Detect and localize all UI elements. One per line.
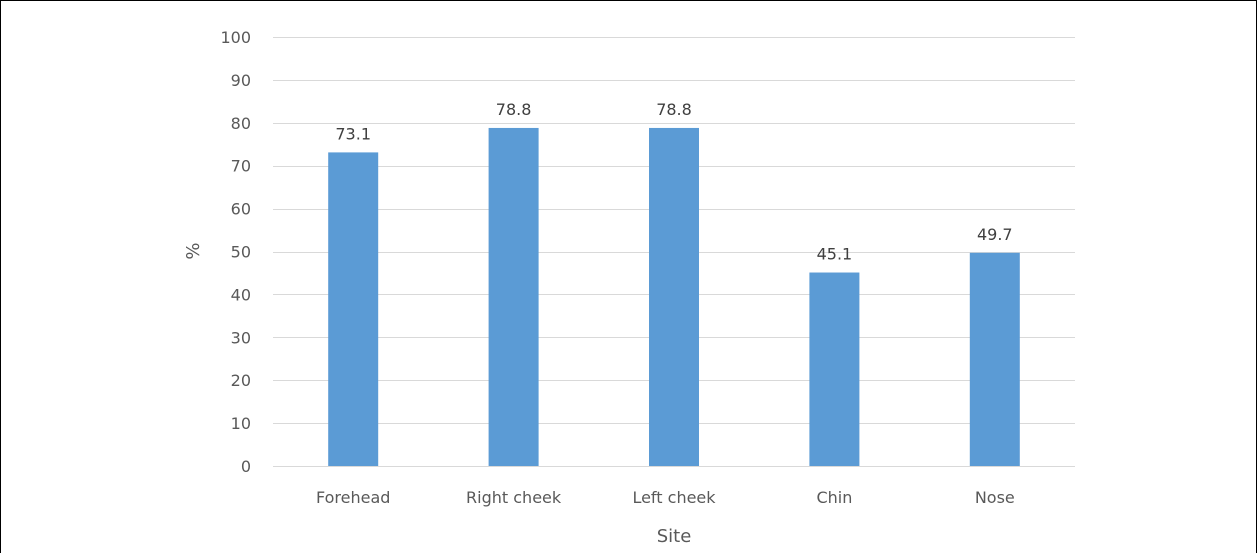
x-axis-categories: Forehead Right cheek Left cheek Chin Nose [316, 488, 1015, 507]
bar [809, 272, 860, 466]
x-category-label: Forehead [316, 488, 390, 507]
bar [649, 127, 699, 466]
bars [328, 127, 1020, 466]
y-tick-label: 80 [231, 114, 251, 133]
y-tick-label: 50 [231, 243, 251, 262]
data-label: 49.7 [977, 225, 1013, 244]
data-label: 78.8 [496, 100, 532, 119]
data-label: 73.1 [335, 124, 371, 143]
y-tick-label: 0 [241, 457, 251, 476]
bar [488, 127, 539, 466]
y-tick-label: 30 [231, 328, 251, 347]
data-labels: 73.1 78.8 78.8 45.1 49.7 [335, 100, 1012, 264]
y-tick-label: 60 [231, 200, 251, 219]
y-axis-title: % [183, 242, 204, 259]
y-tick-label: 90 [231, 71, 251, 90]
x-category-label: Right cheek [466, 488, 562, 507]
x-category-label: Nose [975, 488, 1015, 507]
x-category-label: Left cheek [632, 488, 716, 507]
y-tick-label: 70 [231, 157, 251, 176]
x-category-label: Chin [816, 488, 852, 507]
data-label: 45.1 [817, 245, 853, 264]
y-tick-label: 100 [220, 28, 251, 47]
bar [328, 152, 379, 466]
y-tick-label: 40 [231, 285, 251, 304]
x-axis-title: Site [657, 526, 692, 547]
y-axis-ticks: 0 10 20 30 40 50 60 70 80 90 100 [220, 28, 251, 476]
y-tick-label: 20 [231, 371, 251, 390]
y-tick-label: 10 [231, 414, 251, 433]
bar [969, 252, 1020, 466]
data-label: 78.8 [656, 100, 692, 119]
